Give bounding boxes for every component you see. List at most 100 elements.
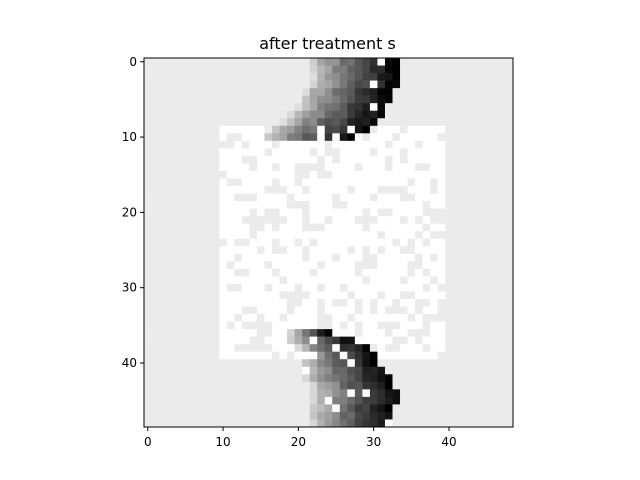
heatmap-cell [181, 95, 190, 104]
heatmap-cell [332, 298, 341, 307]
heatmap-cell [211, 170, 220, 179]
heatmap-cell [437, 193, 446, 202]
heatmap-cell [422, 208, 431, 217]
heatmap-cell [166, 103, 175, 112]
heatmap-cell [437, 208, 446, 217]
heatmap-cell [174, 246, 182, 255]
heatmap-cell [166, 329, 175, 337]
heatmap-cell [505, 103, 514, 112]
heatmap-cell [467, 351, 476, 360]
heatmap-cell [196, 276, 205, 285]
heatmap-cell [324, 148, 333, 157]
heatmap-cell [445, 95, 454, 104]
heatmap-cell [317, 148, 326, 157]
heatmap-cell [189, 389, 198, 398]
heatmap-cell [324, 65, 333, 74]
heatmap-cell [362, 110, 371, 119]
heatmap-cell [422, 103, 431, 112]
heatmap-cell [437, 268, 446, 277]
heatmap-cell [302, 306, 310, 315]
heatmap-cell [144, 208, 152, 217]
heatmap-cell [294, 419, 303, 428]
heatmap-cell [144, 253, 152, 262]
heatmap-cell [279, 389, 288, 398]
heatmap-cell [445, 238, 454, 247]
heatmap-cell [226, 261, 235, 270]
heatmap-cell [490, 246, 499, 255]
heatmap-cell [347, 88, 356, 96]
heatmap-cell [144, 283, 152, 292]
heatmap-cell [354, 351, 363, 360]
heatmap-cell [226, 193, 235, 202]
heatmap-cell [279, 231, 288, 240]
heatmap-cell [490, 359, 499, 368]
heatmap-cell [256, 148, 265, 157]
heatmap-cell [415, 178, 423, 187]
heatmap-cell [174, 366, 182, 375]
heatmap-cell [264, 306, 273, 315]
heatmap-cell [377, 238, 386, 247]
heatmap-cell [144, 95, 152, 104]
heatmap-cell [234, 389, 243, 398]
heatmap-cell [144, 133, 152, 142]
heatmap-cell [166, 268, 175, 277]
heatmap-cell [430, 148, 438, 157]
heatmap-cell [475, 140, 484, 149]
heatmap-cell [369, 208, 378, 217]
heatmap-cell [369, 283, 378, 292]
heatmap-cell [204, 140, 213, 149]
heatmap-cell [249, 140, 258, 149]
heatmap-cell [249, 155, 258, 164]
heatmap-cell [384, 238, 393, 247]
heatmap-cell [166, 389, 175, 398]
heatmap-cell [460, 186, 469, 194]
heatmap-cell [369, 389, 378, 398]
heatmap-cell [189, 133, 198, 142]
heatmap-cell [279, 291, 288, 300]
heatmap-cell [279, 321, 288, 330]
heatmap-cell [460, 223, 469, 232]
heatmap-cell [174, 404, 182, 413]
heatmap-cell [475, 193, 484, 202]
heatmap-cell [505, 298, 514, 307]
heatmap-cell [181, 268, 190, 277]
heatmap-cell [497, 231, 506, 240]
heatmap-cell [144, 306, 152, 315]
heatmap-cell [482, 103, 491, 112]
heatmap-cell [377, 404, 386, 413]
heatmap-cell [362, 231, 371, 240]
heatmap-cell [430, 88, 438, 96]
heatmap-cell [452, 268, 461, 277]
heatmap-cell [460, 170, 469, 179]
heatmap-cell [482, 359, 491, 368]
heatmap-cell [497, 223, 506, 232]
heatmap-cell [332, 253, 341, 262]
heatmap-cell [211, 268, 220, 277]
heatmap-cell [392, 155, 401, 164]
heatmap-cell [422, 58, 431, 66]
heatmap-cell [400, 208, 408, 217]
heatmap-cell [460, 140, 469, 149]
heatmap-cell [422, 366, 431, 375]
heatmap-cell [332, 344, 341, 352]
heatmap-cell [400, 88, 408, 96]
heatmap-cell [392, 381, 401, 390]
heatmap-cell [482, 321, 491, 330]
heatmap-cell [377, 223, 386, 232]
heatmap-cell [234, 125, 243, 134]
heatmap-cell [234, 314, 243, 322]
heatmap-cell [166, 95, 175, 104]
heatmap-cell [241, 186, 250, 194]
heatmap-cell [347, 65, 356, 74]
heatmap-cell [324, 336, 333, 345]
heatmap-cell [249, 336, 258, 345]
heatmap-cell [264, 253, 273, 262]
heatmap-cell [219, 389, 228, 398]
heatmap-cell [482, 276, 491, 285]
heatmap-cell [211, 223, 220, 232]
heatmap-cell [241, 396, 250, 405]
heatmap-cell [309, 411, 318, 420]
heatmap-cell [287, 411, 295, 420]
heatmap-cell [317, 140, 326, 149]
heatmap-cell [294, 163, 303, 172]
